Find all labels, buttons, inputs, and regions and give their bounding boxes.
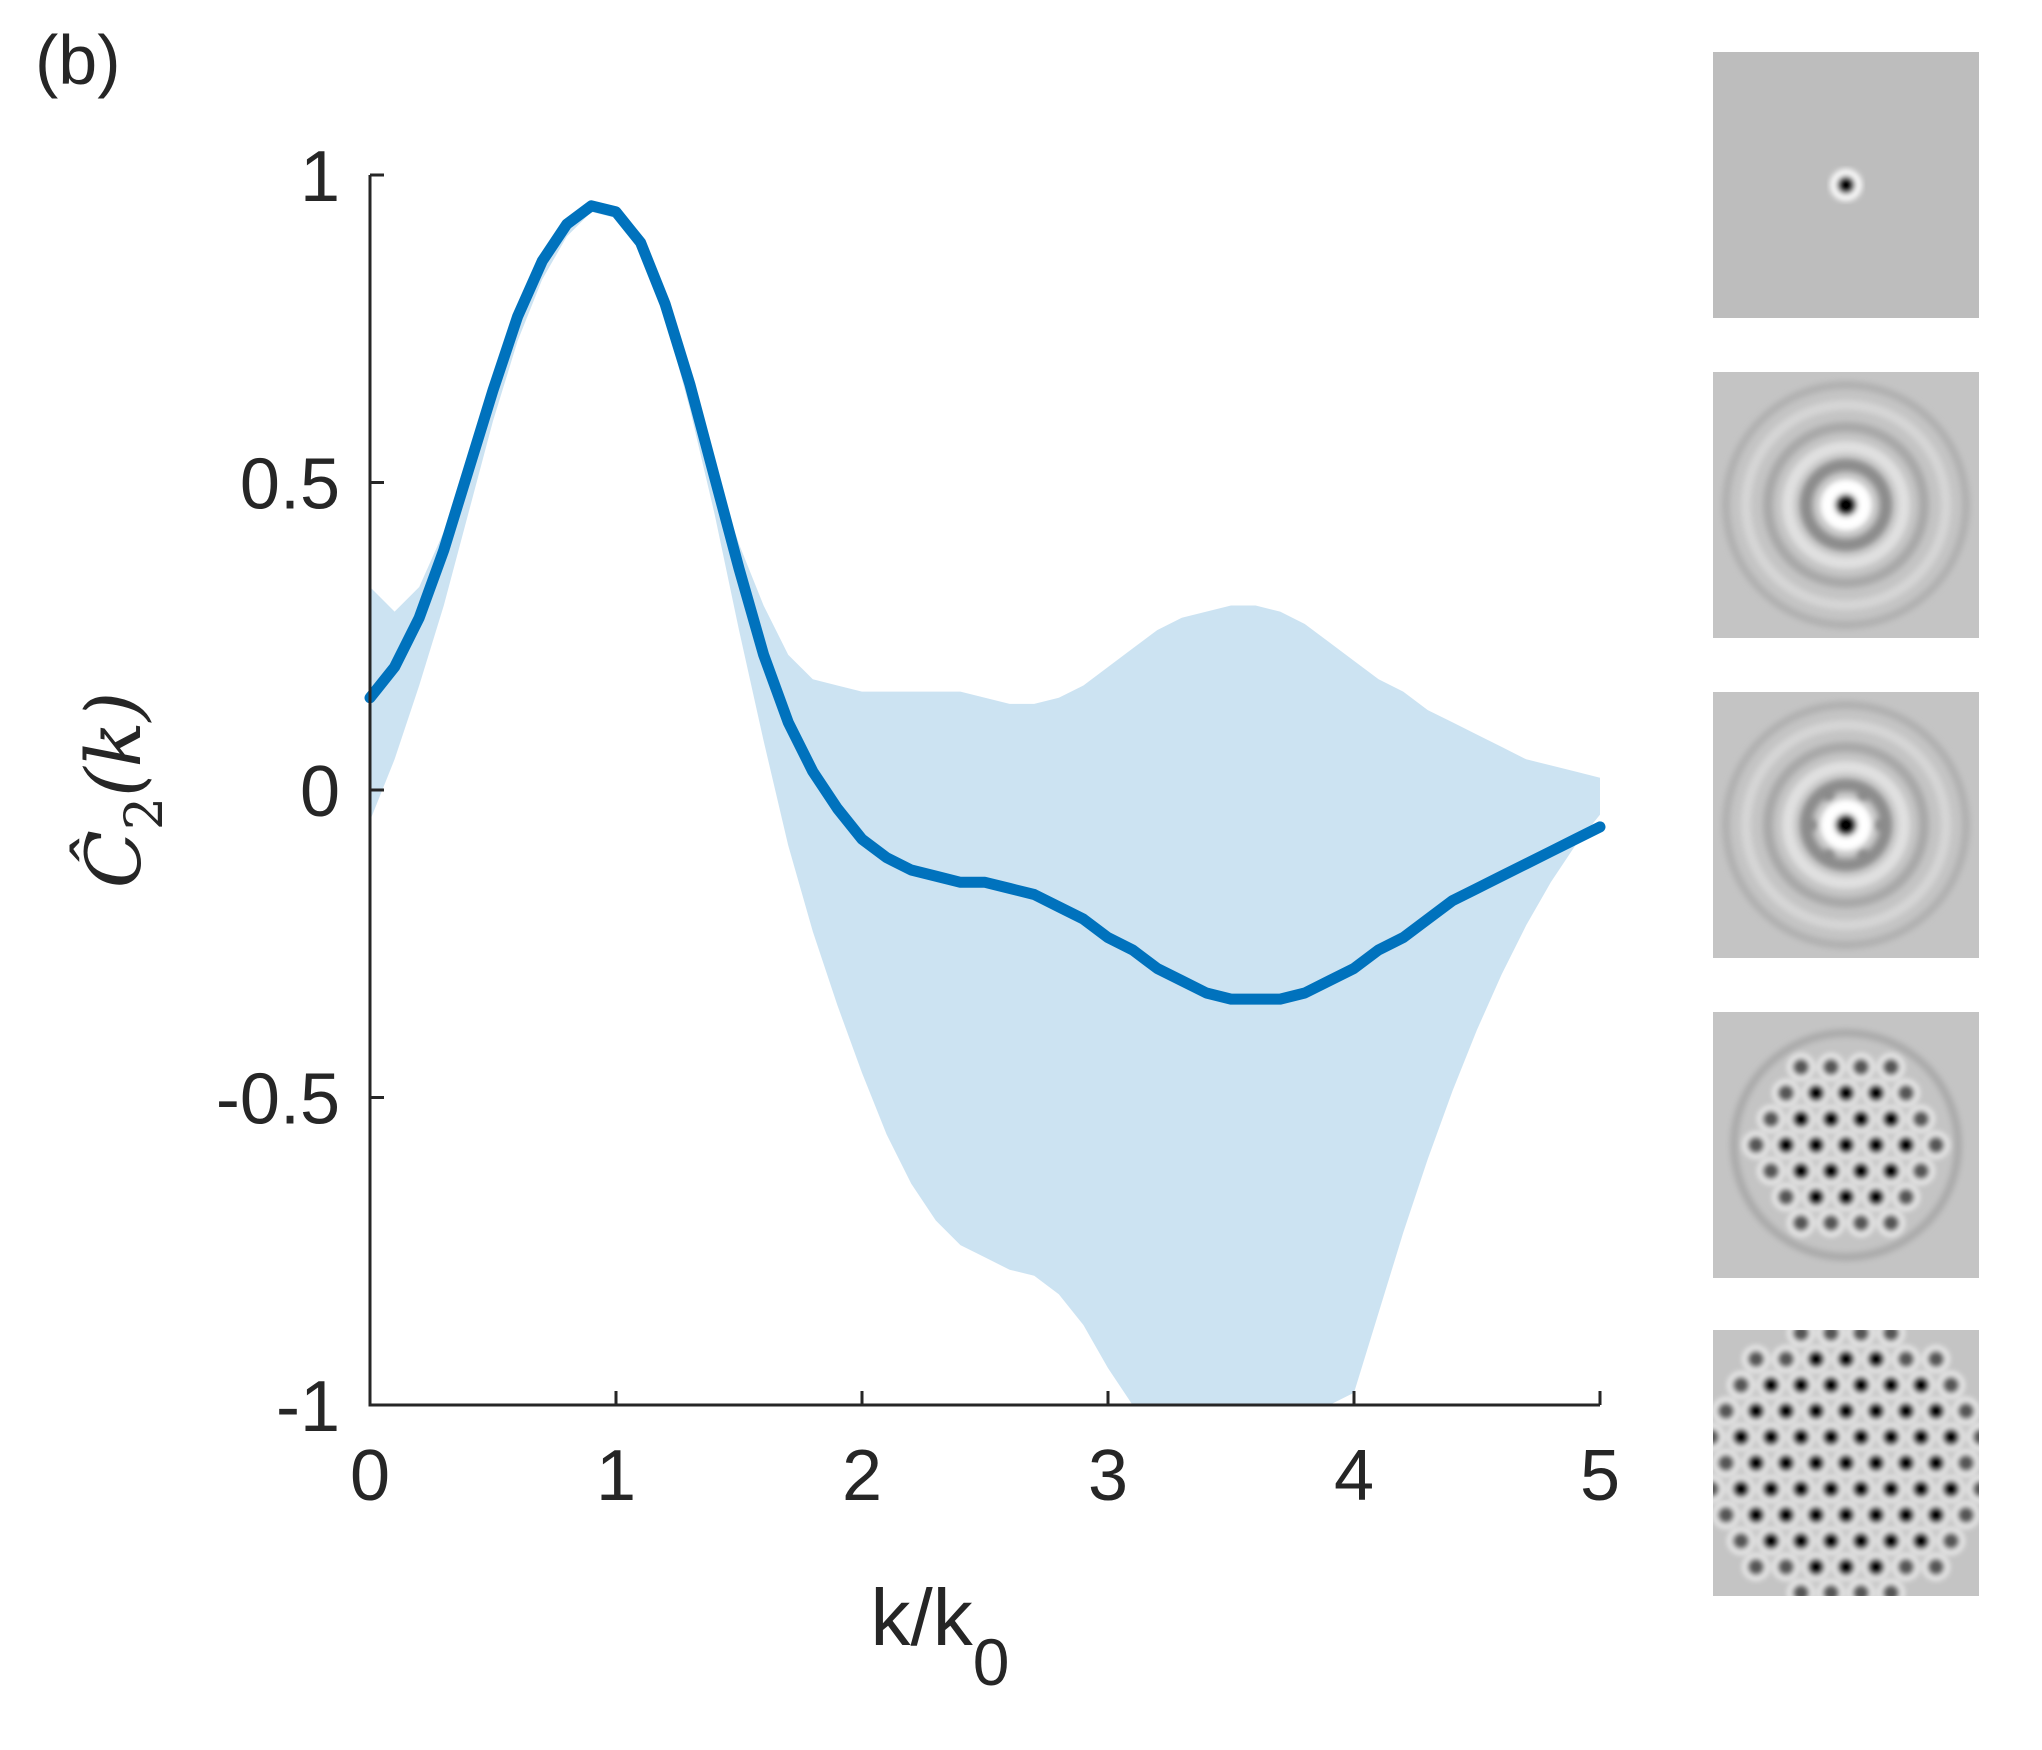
pattern-hex-cluster <box>1713 1012 1979 1278</box>
x-tick-label: 2 <box>842 1436 882 1516</box>
y-tick-label: 0 <box>300 752 340 832</box>
x-tick-label: 0 <box>350 1436 390 1516</box>
y-tick-label: 1 <box>300 137 340 217</box>
x-tick-label: 4 <box>1334 1436 1374 1516</box>
x-tick-label: 1 <box>596 1436 636 1516</box>
plot-area <box>364 200 1606 1405</box>
pattern-hex-lattice <box>1713 1330 1979 1596</box>
y-axis-label-suffix: (k) <box>69 692 158 797</box>
series-line <box>364 200 1606 1005</box>
y-tick-label: -0.5 <box>216 1060 340 1140</box>
pattern-ring-2 <box>1713 692 1979 958</box>
y-tick-label: -1 <box>276 1367 340 1447</box>
tick-labels: 0 1 2 3 4 5 -1 -0.5 0 0.5 1 <box>216 137 1620 1516</box>
uncertainty-band <box>370 205 1600 1405</box>
x-axis-label-sub: 0 <box>973 1625 1010 1699</box>
x-tick-label: 5 <box>1580 1436 1620 1516</box>
y-axis-label-sub: 2 <box>115 797 175 830</box>
pattern-single-spot <box>1713 52 1979 318</box>
axes <box>368 173 1602 1407</box>
panel-label: (b) <box>35 21 121 99</box>
chart: 0 1 2 3 4 5-1-0.500.51 k/k0 Ĉ2(k) <box>69 137 1620 1699</box>
x-axis-label: k/k0 <box>871 1573 1010 1699</box>
y-axis-label-main: Ĉ <box>69 830 158 888</box>
y-tick-label: 0.5 <box>240 445 340 525</box>
y-axis-label: Ĉ2(k) <box>69 692 175 889</box>
x-tick-label: 3 <box>1088 1436 1128 1516</box>
x-axis-label-main: k/k <box>871 1573 974 1662</box>
axis-titles: k/k0 Ĉ2(k) <box>69 692 1009 1699</box>
pattern-ring-1 <box>1713 372 1979 638</box>
